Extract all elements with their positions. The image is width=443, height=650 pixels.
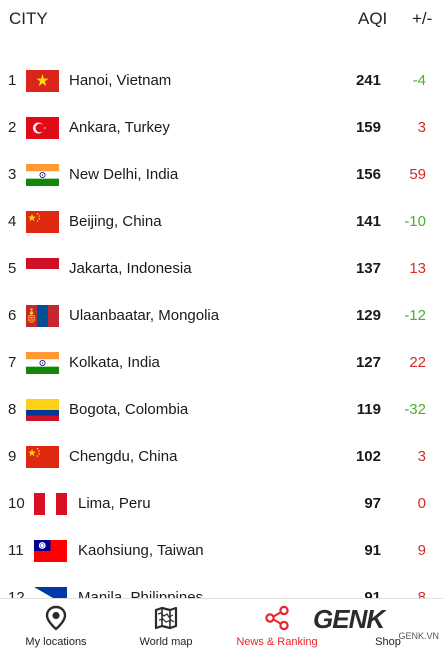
aqi-change: 8 — [417, 589, 426, 598]
city-name: Hanoi, Vietnam — [69, 72, 172, 89]
tab-world-map[interactable]: World map — [118, 599, 214, 650]
ranking-row[interactable]: 6 Ulaanbaatar, Mongolia 129 -12 — [0, 293, 443, 340]
aqi-value: 102 — [355, 448, 381, 465]
aqi-value: 159 — [355, 119, 381, 136]
map-icon — [153, 605, 179, 631]
ranking-row[interactable]: 8 Bogota, Colombia 119 -32 — [0, 387, 443, 434]
aqi-column-header: AQI — [358, 9, 388, 28]
city-name: Manila, Philippines — [78, 589, 204, 598]
ranking-row[interactable]: 9 Chengdu, China 102 3 — [0, 434, 443, 481]
ranking-row[interactable]: 11 Kaohsiung, Taiwan 91 9 — [0, 528, 443, 575]
peru-flag-icon — [34, 493, 67, 515]
ranking-row[interactable]: 1 Hanoi, Vietnam 241 -4 — [0, 58, 443, 105]
taiwan-flag-icon — [34, 540, 67, 562]
rank-number: 3 — [8, 166, 17, 183]
aqi-change: 3 — [417, 448, 426, 465]
watermark-brand: GENK — [313, 604, 385, 634]
tab-news-ranking[interactable]: News & Ranking — [228, 599, 326, 650]
watermark-domain: GENK.VN — [398, 631, 439, 641]
city-name: Bogota, Colombia — [69, 401, 189, 418]
aqi-change: 0 — [417, 495, 426, 512]
aqi-value: 129 — [355, 307, 381, 324]
city-name: Ulaanbaatar, Mongolia — [69, 307, 220, 324]
aqi-change: -10 — [404, 213, 426, 230]
aqi-value: 91 — [364, 589, 381, 598]
ranking-row[interactable]: 2 Ankara, Turkey 159 3 — [0, 105, 443, 152]
aqi-change: 3 — [417, 119, 426, 136]
aqi-value: 97 — [364, 495, 381, 512]
rank-number: 5 — [8, 260, 17, 277]
aqi-change: -12 — [404, 307, 426, 324]
city-name: Lima, Peru — [78, 495, 151, 512]
rank-number: 1 — [8, 72, 17, 89]
rank-number: 4 — [8, 213, 17, 230]
ranking-row[interactable]: 3 New Delhi, India 156 59 — [0, 152, 443, 199]
aqi-value: 119 — [356, 401, 381, 418]
city-name: New Delhi, India — [69, 166, 179, 183]
tab-label: News & Ranking — [236, 636, 318, 648]
ranking-row[interactable]: 12 Manila, Philippines 91 8 — [0, 575, 443, 598]
ranking-row[interactable]: 4 Beijing, China 141 -10 — [0, 199, 443, 246]
aqi-change: 59 — [409, 166, 426, 183]
rank-number: 7 — [8, 354, 17, 371]
aqi-change: -32 — [404, 401, 426, 418]
aqi-change: 13 — [409, 260, 426, 277]
city-name: Chengdu, China — [69, 448, 178, 465]
bottom-tab-bar: My locations World map News & Ranking Sh… — [0, 598, 443, 650]
watermark-logo: GENK GENK.VN — [313, 604, 441, 644]
rank-number: 12 — [8, 589, 25, 598]
tab-label: World map — [139, 636, 193, 648]
aqi-value: 91 — [364, 542, 381, 559]
ranking-list[interactable]: 1 Hanoi, Vietnam 241 -4 2 Ankara, Turkey 159 3 3… — [0, 58, 443, 598]
aqi-value: 241 — [355, 72, 381, 89]
aqi-change: -4 — [412, 72, 426, 89]
city-name: Kolkata, India — [69, 354, 160, 371]
table-header: CITY AQI +/- — [0, 0, 443, 44]
turkey-flag-icon — [26, 117, 59, 139]
colombia-flag-icon — [26, 399, 59, 421]
ranking-row[interactable]: 5 Jakarta, Indonesia 137 13 — [0, 246, 443, 293]
china-flag-icon — [26, 211, 59, 233]
rank-number: 6 — [8, 307, 17, 324]
india-flag-icon — [26, 164, 59, 186]
rank-number: 11 — [8, 542, 24, 559]
city-name: Ankara, Turkey — [69, 119, 170, 136]
aqi-value: 137 — [355, 260, 381, 277]
aqi-change: 22 — [409, 354, 426, 371]
location-pin-icon — [43, 605, 69, 631]
rank-number: 2 — [8, 119, 17, 136]
aqi-value: 156 — [355, 166, 381, 183]
vietnam-flag-icon — [26, 70, 59, 92]
ranking-row[interactable]: 10 Lima, Peru 97 0 — [0, 481, 443, 528]
rank-number: 8 — [8, 401, 17, 418]
aqi-value: 127 — [355, 354, 381, 371]
ranking-row[interactable]: 7 Kolkata, India 127 22 — [0, 340, 443, 387]
city-name: Beijing, China — [69, 213, 162, 230]
city-column-header: CITY — [9, 9, 48, 28]
indonesia-flag-icon — [26, 258, 59, 280]
mongolia-flag-icon — [26, 305, 59, 327]
tab-my-locations[interactable]: My locations — [8, 599, 104, 650]
city-name: Kaohsiung, Taiwan — [78, 542, 204, 559]
china-flag-icon — [26, 446, 59, 468]
philippines-flag-icon — [34, 587, 67, 598]
share-icon — [264, 605, 290, 631]
tab-shop[interactable]: Shop — [350, 599, 426, 650]
rank-number: 10 — [8, 495, 25, 512]
rank-number: 9 — [8, 448, 17, 465]
aqi-value: 141 — [355, 213, 381, 230]
tab-label: My locations — [25, 636, 87, 648]
india-flag-icon — [26, 352, 59, 374]
tab-label: Shop — [375, 636, 401, 648]
change-column-header: +/- — [412, 9, 433, 28]
aqi-change: 9 — [417, 542, 426, 559]
city-name: Jakarta, Indonesia — [69, 260, 192, 277]
